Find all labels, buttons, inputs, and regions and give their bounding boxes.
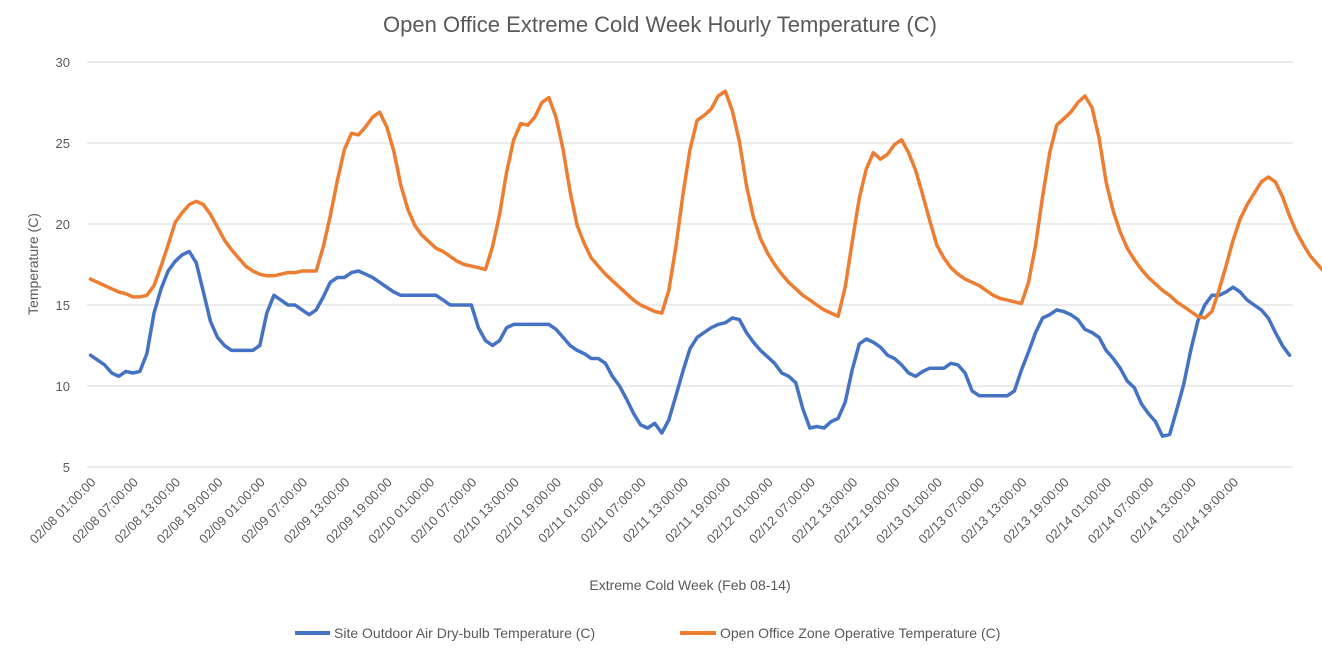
y-tick-label: 5: [63, 460, 70, 475]
y-tick-label: 10: [56, 379, 70, 394]
chart-title: Open Office Extreme Cold Week Hourly Tem…: [383, 12, 937, 37]
legend: Site Outdoor Air Dry-bulb Temperature (C…: [295, 625, 1000, 641]
y-tick-label: 25: [56, 136, 70, 151]
y-axis-ticks: 5 10 15 20 25 30: [56, 55, 70, 475]
series-line-zone-operative: [88, 89, 1322, 320]
x-axis-label: Extreme Cold Week (Feb 08-14): [589, 577, 790, 593]
gridlines: [87, 61, 1293, 468]
legend-label-zone: Open Office Zone Operative Temperature (…: [720, 625, 1000, 641]
y-tick-label: 15: [56, 298, 70, 313]
y-tick-label: 20: [56, 217, 70, 232]
y-axis-label: Temperature (C): [25, 213, 41, 315]
series-line-outdoor-air: [88, 249, 1292, 438]
series-lines: [88, 89, 1322, 438]
y-tick-label: 30: [56, 55, 70, 70]
legend-label-outdoor: Site Outdoor Air Dry-bulb Temperature (C…: [334, 625, 595, 641]
